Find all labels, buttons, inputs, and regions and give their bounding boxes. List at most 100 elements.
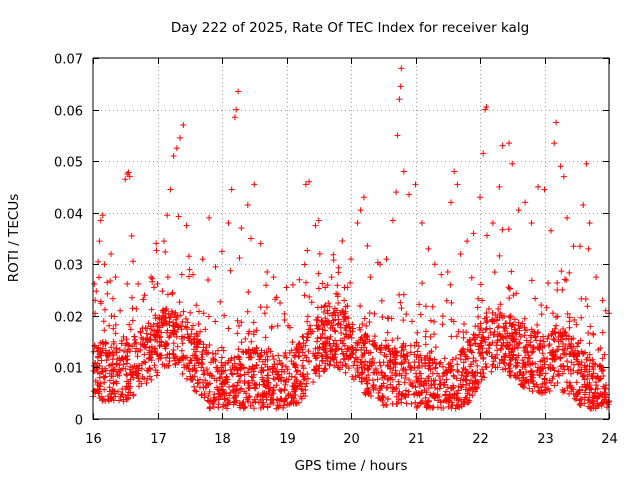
data-point	[507, 372, 514, 379]
data-point	[468, 348, 475, 355]
data-point	[296, 276, 303, 283]
data-point	[497, 301, 504, 308]
data-point	[333, 359, 340, 366]
data-point	[483, 103, 490, 110]
data-point	[101, 327, 108, 334]
data-point	[299, 333, 306, 340]
data-point	[113, 368, 120, 375]
data-point	[96, 383, 103, 390]
data-point	[522, 327, 529, 334]
data-point	[413, 404, 420, 411]
data-point	[199, 348, 206, 355]
data-point	[212, 350, 219, 357]
data-point	[365, 350, 372, 357]
data-point	[439, 373, 446, 380]
data-point	[173, 145, 180, 152]
data-point	[251, 380, 258, 387]
data-point	[186, 337, 193, 344]
data-point	[151, 284, 158, 291]
data-point	[332, 337, 338, 344]
data-point	[403, 400, 410, 407]
data-point	[412, 399, 419, 406]
data-point	[163, 305, 170, 312]
data-point	[509, 345, 516, 352]
data-point	[237, 372, 244, 379]
data-point	[350, 376, 357, 383]
data-point	[395, 390, 402, 397]
data-point	[305, 326, 312, 333]
data-point	[538, 311, 545, 318]
data-point	[534, 367, 541, 374]
data-point	[133, 372, 140, 379]
data-point	[270, 375, 277, 382]
data-point	[373, 346, 380, 353]
data-point	[588, 405, 595, 412]
data-point	[401, 354, 408, 361]
data-point	[184, 331, 191, 338]
data-point	[493, 342, 500, 349]
data-point	[417, 311, 424, 318]
data-point	[330, 355, 337, 362]
data-point	[253, 362, 260, 369]
data-point	[293, 376, 300, 383]
data-point	[525, 352, 532, 359]
data-point	[339, 350, 346, 357]
data-point	[489, 353, 496, 360]
data-point	[274, 368, 281, 375]
data-point	[596, 362, 603, 369]
data-point	[561, 351, 568, 358]
data-point	[506, 313, 513, 320]
data-point	[481, 315, 488, 322]
data-point	[396, 381, 403, 388]
data-point	[436, 385, 443, 392]
data-point	[246, 365, 253, 372]
data-point	[413, 377, 420, 384]
data-point	[213, 384, 220, 391]
data-point	[312, 222, 319, 229]
data-point	[455, 387, 462, 394]
data-point	[520, 374, 527, 381]
data-point	[446, 391, 453, 398]
data-point	[417, 370, 424, 377]
data-point	[602, 307, 609, 314]
data-point	[153, 331, 160, 338]
data-point	[452, 355, 459, 362]
data-point	[354, 220, 361, 227]
data-point	[578, 314, 585, 321]
data-point	[398, 65, 405, 72]
data-point	[507, 312, 514, 319]
data-point	[586, 340, 593, 347]
data-point	[257, 240, 264, 247]
data-point	[485, 305, 492, 312]
data-point	[584, 354, 591, 361]
data-point	[375, 389, 382, 396]
data-point	[361, 365, 368, 372]
data-point	[358, 347, 365, 354]
data-point	[375, 369, 382, 376]
data-point	[586, 363, 593, 370]
data-point	[286, 324, 293, 331]
data-point	[191, 373, 198, 380]
data-point	[130, 391, 137, 398]
data-point	[104, 352, 111, 359]
data-point	[250, 319, 257, 326]
data-point	[179, 340, 186, 347]
data-point	[212, 318, 219, 325]
data-point	[557, 355, 564, 362]
x-tick-label: 21	[408, 432, 425, 447]
data-point	[269, 352, 276, 359]
data-point	[494, 339, 501, 346]
data-point	[490, 358, 497, 365]
data-point	[301, 352, 308, 359]
data-point	[357, 336, 364, 343]
data-point	[537, 337, 544, 344]
data-point	[403, 311, 410, 318]
data-point	[90, 388, 97, 395]
data-point	[377, 362, 384, 369]
data-point	[398, 399, 405, 406]
data-point	[166, 333, 173, 340]
data-point	[585, 245, 592, 252]
data-point	[455, 383, 462, 390]
data-point	[205, 276, 212, 283]
data-point	[543, 304, 550, 311]
